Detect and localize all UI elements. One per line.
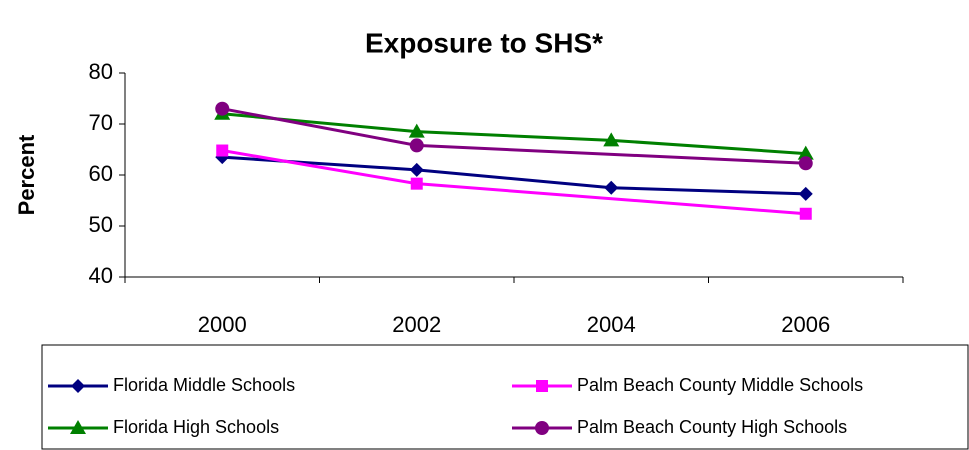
legend-label: Florida Middle Schools [113, 375, 295, 395]
marker [604, 180, 619, 195]
x-tick-label: 2004 [587, 312, 636, 337]
y-tick-label: 70 [89, 110, 113, 135]
marker [798, 186, 813, 201]
marker [215, 101, 230, 116]
chart-title: Exposure to SHS* [365, 27, 603, 58]
legend-label: Palm Beach County High Schools [577, 417, 847, 437]
marker [216, 144, 229, 157]
legend-label: Florida High Schools [113, 417, 279, 437]
x-tick-label: 2000 [198, 312, 247, 337]
y-tick-label: 40 [89, 263, 113, 288]
legend-box [41, 344, 969, 450]
marker [798, 156, 813, 171]
y-tick-label: 50 [89, 212, 113, 237]
series-line [222, 112, 806, 156]
series-line [222, 155, 806, 196]
gap-connector [416, 182, 806, 216]
legend-marker [71, 379, 85, 393]
marker [799, 207, 812, 220]
legend-label: Palm Beach County Middle Schools [577, 375, 863, 395]
x-tick-label: 2006 [781, 312, 830, 337]
marker [408, 123, 425, 138]
series-line [221, 149, 418, 186]
gap-connector [416, 143, 806, 165]
series-line [221, 107, 418, 147]
marker [410, 177, 423, 190]
marker [603, 132, 620, 147]
y-tick-label: 60 [89, 161, 113, 186]
y-axis-label: Percent [14, 134, 39, 215]
x-tick-label: 2002 [392, 312, 441, 337]
y-tick-label: 80 [89, 59, 113, 84]
marker [797, 145, 814, 160]
legend-marker [535, 421, 549, 435]
legend-marker [536, 380, 548, 392]
marker [409, 162, 424, 177]
marker [409, 138, 424, 153]
legend-marker [70, 420, 86, 434]
